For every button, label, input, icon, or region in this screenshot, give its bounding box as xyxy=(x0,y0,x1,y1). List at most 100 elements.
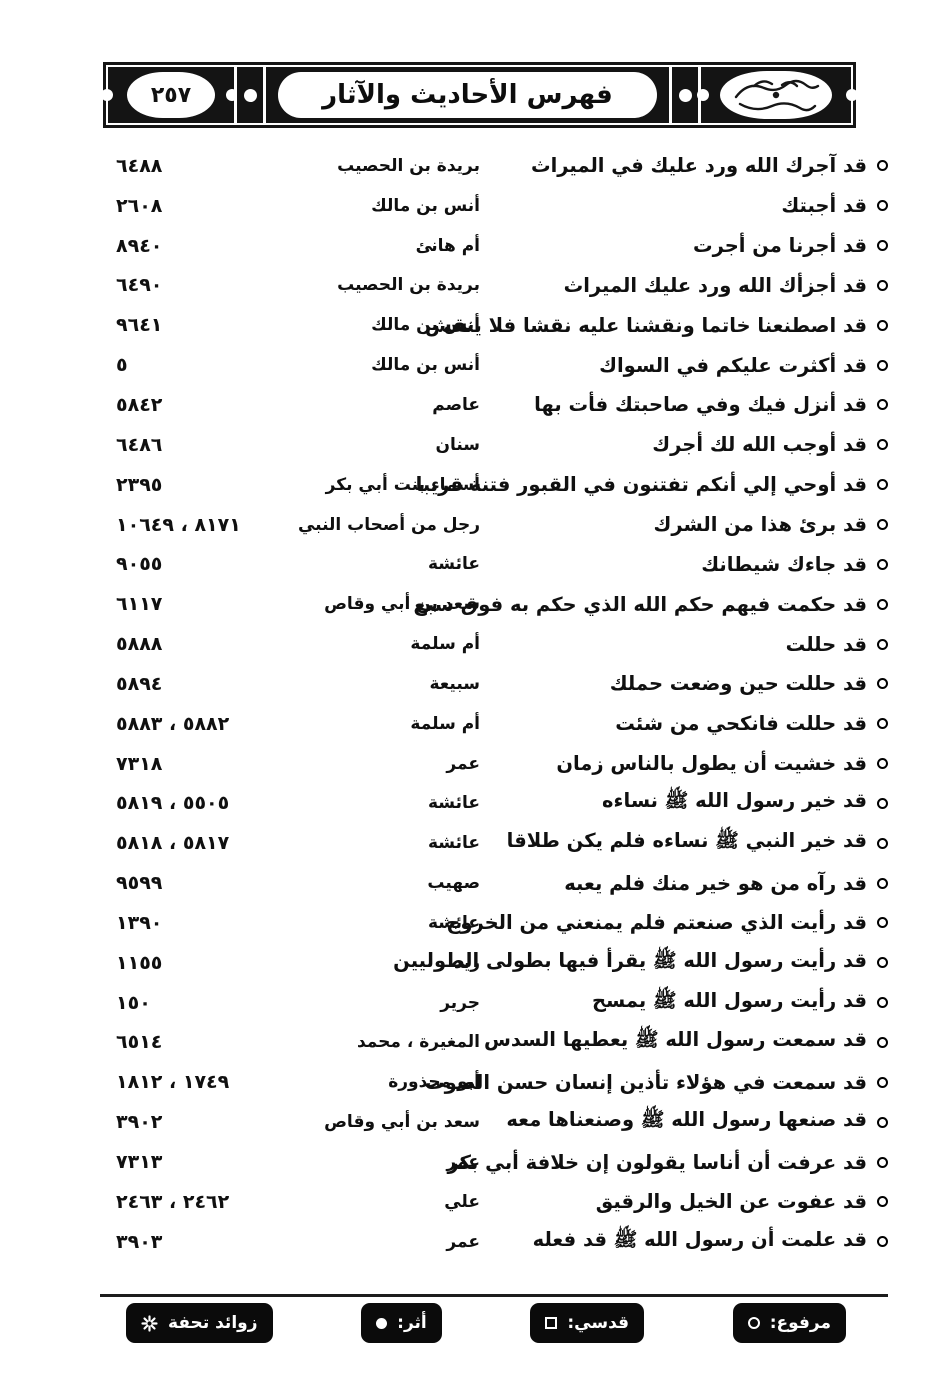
ornament-divider-icon xyxy=(672,67,698,123)
hadith-cell: قد صنعها رسول الله ﷺ وصنعناها معه xyxy=(480,1108,890,1136)
hadith-numbers: ٥٥٠٥ ، ٥٨١٩ xyxy=(116,792,230,815)
ornament-dot-icon xyxy=(243,88,257,102)
hadith-numbers: ٥٨٤٢ xyxy=(116,393,163,416)
circle-outline-icon xyxy=(747,1317,760,1329)
circle-outline-icon xyxy=(877,797,888,809)
legend-label: أثر: xyxy=(397,1313,427,1333)
circle-outline-icon xyxy=(877,1116,888,1128)
index-row: قد رآه من هو خير منك فلم يعبه صهيب ٩٥٩٩ xyxy=(100,863,890,903)
hadith-text: قد سمعت في هؤلاء تأذين إنسان حسن الصوت xyxy=(424,1070,867,1094)
hadith-text: قد رآه من هو خير منك فلم يعبه xyxy=(564,871,867,895)
hadith-numbers: ٢٣٩٥ xyxy=(116,473,163,496)
circle-outline-icon xyxy=(877,479,888,491)
hadith-cell: قد حكمت فيهم حكم الله الذي حكم به فوق سب… xyxy=(414,593,890,616)
index-row: قد صنعها رسول الله ﷺ وصنعناها معه سعد بن… xyxy=(100,1102,890,1142)
index-row: قد حللت أم سلمة ٥٨٨٨ xyxy=(100,624,890,664)
hadith-numbers: ٥٨٨٢ ، ٥٨٨٣ xyxy=(116,712,230,735)
hadith-text: قد أنزل فيك وفي صاحبتك فأت بها xyxy=(534,393,867,417)
hadith-numbers: ٩٠٥٥ xyxy=(116,553,163,576)
hadith-text: قد أكثرت عليكم في السواك xyxy=(599,353,867,377)
hadith-text: قد خير رسول الله ﷺ نساءه xyxy=(602,789,867,813)
hadith-cell: قد عرفت أن أناسا يقولون إن خلافة أبي بكر xyxy=(448,1151,890,1174)
hadith-cell: قد أكثرت عليكم في السواك xyxy=(480,354,890,377)
hadith-text: قد حللت حين وضعت حملك xyxy=(609,672,867,696)
legend-item: زوائد تحفة xyxy=(126,1303,273,1343)
hadith-text: قد عرفت أن أناسا يقولون إن خلافة أبي بكر xyxy=(447,1150,867,1174)
narrator-name: أم سلمة xyxy=(410,713,480,734)
narrator-name: بريدة بن الحصيب xyxy=(337,155,480,176)
narrator-name: صهيب xyxy=(427,873,480,894)
hadith-cell: قد أجزأك الله ورد عليك الميراث xyxy=(480,274,890,297)
hadith-text: قد خير النبي ﷺ نساءه فلم يكن طلاقا xyxy=(506,829,867,853)
hadith-cell: قد أوحي إلي أنكم تفتنون في القبور فتنة ق… xyxy=(416,473,890,496)
narrator-name: أبو محذورة xyxy=(388,1072,480,1093)
footer-divider xyxy=(100,1294,888,1297)
index-row: قد حكمت فيهم حكم الله الذي حكم به فوق سب… xyxy=(100,584,890,624)
hadith-cell: قد أوجب الله لك أجرك xyxy=(480,433,890,456)
narrator-name: سبيعة xyxy=(429,673,480,694)
hadith-numbers: ١٥٠ xyxy=(116,991,151,1014)
index-row: قد حللت فانكحي من شئت أم سلمة ٥٨٨٢ ، ٥٨٨… xyxy=(100,704,890,744)
circle-outline-icon xyxy=(877,1236,888,1248)
hadith-text: قد حللت فانكحي من شئت xyxy=(615,712,867,736)
page-number-panel: ٢٥٧ xyxy=(101,67,238,123)
hadith-text: قد سمعت رسول الله ﷺ يعطيها السدس xyxy=(483,1028,867,1052)
hadith-text: قد آجرك الله ورد عليك في الميراث xyxy=(531,154,867,178)
narrator-name: أنس بن مالك xyxy=(371,355,480,376)
header-band: ٢٥٧ فهرس الأحاديث والآثار xyxy=(101,62,858,128)
circle-outline-icon xyxy=(877,718,888,730)
circle-outline-icon xyxy=(877,837,888,849)
hadith-numbers: ٣٩٠٢ xyxy=(116,1111,163,1134)
hadith-cell: قد اصطنعنا خاتما ونقشنا عليه نقشا فلا ين… xyxy=(425,314,890,337)
hadith-numbers: ٥٨٩٤ xyxy=(116,672,163,695)
asterisk-icon xyxy=(141,1314,158,1332)
legend-item: أثر: xyxy=(361,1303,442,1343)
hadith-text: قد أجزأك الله ورد عليك الميراث xyxy=(563,273,867,297)
hadith-cell: قد سمعت رسول الله ﷺ يعطيها السدس xyxy=(480,1028,890,1056)
index-row: قد اصطنعنا خاتما ونقشنا عليه نقشا فلا ين… xyxy=(100,305,890,345)
legend-item: قدسي: xyxy=(530,1303,645,1343)
hadith-numbers: ٧٣١٣ xyxy=(116,1151,163,1174)
circle-outline-icon xyxy=(877,200,888,212)
circle-outline-icon xyxy=(877,1076,888,1088)
hadith-text: قد اصطنعنا خاتما ونقشنا عليه نقشا فلا ين… xyxy=(424,313,867,337)
hadith-cell: قد رأيت رسول الله ﷺ يقرأ فيها بطولى الطو… xyxy=(393,949,890,977)
hadith-numbers: ٦٥١٤ xyxy=(116,1031,163,1054)
circle-outline-icon xyxy=(877,558,888,570)
hadith-text: قد رأيت رسول الله ﷺ يقرأ فيها بطولى الطو… xyxy=(393,948,867,972)
hadith-numbers: ٦٤٨٨ xyxy=(116,154,163,177)
hadith-cell: قد سمعت في هؤلاء تأذين إنسان حسن الصوت xyxy=(425,1071,890,1094)
narrator-name: سعد بن أبي وقاص xyxy=(324,1112,480,1133)
index-row: قد جاءك شيطانك عائشة ٩٠٥٥ xyxy=(100,544,890,584)
circle-outline-icon xyxy=(877,439,888,451)
hadith-text: قد أوحي إلي أنكم تفتنون في القبور فتنة ق… xyxy=(415,473,867,497)
index-row: قد أجبتك أنس بن مالك ٢٦٠٨ xyxy=(100,186,890,226)
hadith-text: قد رأيت رسول الله ﷺ يمسح xyxy=(591,988,867,1012)
circle-outline-icon xyxy=(877,279,888,291)
hadith-text: قد خشيت أن يطول بالناس زمان xyxy=(556,752,867,776)
hadith-text: قد حكمت فيهم حكم الله الذي حكم به فوق سب… xyxy=(413,592,867,616)
index-row: قد خير رسول الله ﷺ نساءه عائشة ٥٥٠٥ ، ٥٨… xyxy=(100,784,890,824)
title-panel: فهرس الأحاديث والآثار xyxy=(266,67,669,123)
index-row: قد رأيت رسول الله ﷺ يقرأ فيها بطولى الطو… xyxy=(100,943,890,983)
legend-label: مرفوع: xyxy=(769,1313,831,1333)
hadith-cell: قد آجرك الله ورد عليك في الميراث xyxy=(480,154,890,177)
hadith-cell: قد أنزل فيك وفي صاحبتك فأت بها xyxy=(480,393,890,416)
narrator-name: أم هانئ xyxy=(415,235,480,256)
hadith-text: قد أجبتك xyxy=(781,194,867,218)
narrator-name: عائشة xyxy=(428,912,480,933)
circle-outline-icon xyxy=(877,598,888,610)
narrator-name: عمر xyxy=(446,753,480,774)
hadith-numbers: ١٣٩٠ xyxy=(116,911,163,934)
hadith-cell: قد علمت أن رسول الله ﷺ قد فعله xyxy=(480,1228,890,1256)
circle-outline-icon xyxy=(877,917,888,929)
hadith-cell: قد أجرنا من أجرت xyxy=(480,234,890,257)
hadith-numbers: ٦١١٧ xyxy=(116,593,163,616)
hadith-cell: قد رآه من هو خير منك فلم يعبه xyxy=(480,872,890,895)
hadith-cell: قد رأيت رسول الله ﷺ يمسح xyxy=(480,989,890,1017)
index-row: قد حللت حين وضعت حملك سبيعة ٥٨٩٤ xyxy=(100,664,890,704)
hadith-cell: قد برئ هذا من الشرك xyxy=(480,513,890,536)
index-row: قد سمعت رسول الله ﷺ يعطيها السدس المغيرة… xyxy=(100,1023,890,1063)
hadith-numbers: ٥٨٨٨ xyxy=(116,633,163,656)
hadith-text: قد حللت xyxy=(785,632,867,656)
